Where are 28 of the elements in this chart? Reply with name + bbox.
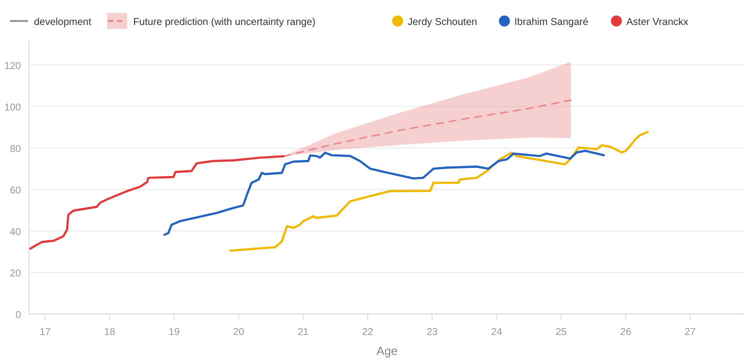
legend-label: Future prediction (with uncertainty range)	[133, 17, 316, 28]
text: development	[34, 17, 92, 28]
line-series	[163, 150, 605, 236]
line-series	[29, 155, 285, 250]
legend-label: Ibrahim Sangaré	[514, 17, 589, 28]
x-tick-label: 24	[491, 327, 503, 338]
y-tick-label: 40	[10, 226, 22, 238]
y-tick-label: 100	[4, 102, 22, 114]
x-tick-label: 26	[620, 327, 632, 338]
line-series	[229, 130, 649, 252]
legend-label: Jerdy Schouten	[408, 17, 478, 28]
y-tick-label: 80	[10, 144, 22, 155]
y-tick-label: 20	[10, 268, 22, 280]
x-tick-label: 17	[40, 327, 52, 338]
y-tick-label: 60	[10, 185, 22, 196]
x-tick-label: 23	[426, 327, 438, 338]
x-tick-label: 20	[233, 327, 245, 338]
x-tick-label: 21	[298, 327, 310, 338]
x-tick-label: 19	[168, 327, 180, 338]
x-tick-label: 22	[362, 327, 374, 338]
y-tick-label: 0	[15, 310, 22, 321]
x-tick-label: 27	[684, 327, 696, 338]
x-axis-title: Age	[376, 344, 398, 358]
legend-label: Aster Vranckx	[626, 17, 688, 28]
line-series	[283, 99, 572, 157]
x-tick-label: 18	[104, 327, 116, 338]
x-tick-label: 25	[556, 327, 568, 338]
y-tick-label: 120	[4, 60, 22, 72]
